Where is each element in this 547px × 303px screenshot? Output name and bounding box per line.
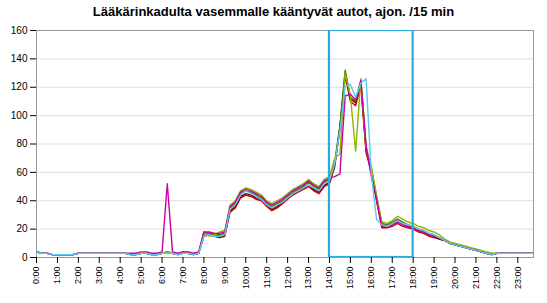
svg-text:12:00: 12:00 <box>282 267 292 290</box>
svg-text:17:00: 17:00 <box>387 267 397 290</box>
svg-text:140: 140 <box>11 53 28 64</box>
svg-text:18:00: 18:00 <box>408 267 418 290</box>
svg-text:19:00: 19:00 <box>429 267 439 290</box>
svg-text:22:00: 22:00 <box>492 267 502 290</box>
svg-text:7:00: 7:00 <box>178 267 188 285</box>
svg-text:23:00: 23:00 <box>513 267 523 290</box>
svg-text:14:00: 14:00 <box>324 267 334 290</box>
svg-text:2:00: 2:00 <box>73 267 83 285</box>
svg-text:16:00: 16:00 <box>366 267 376 290</box>
svg-text:0: 0 <box>22 252 28 263</box>
html-text:Lääkärinkadulta vasemmalle kää: Lääkärinkadulta vasemmalle kääntyvät aut… <box>92 4 455 19</box>
svg-text:4:00: 4:00 <box>115 267 125 285</box>
svg-text:10:00: 10:00 <box>241 267 251 290</box>
svg-text:9:00: 9:00 <box>220 267 230 285</box>
svg-text:80: 80 <box>16 138 28 149</box>
svg-text:40: 40 <box>16 195 28 206</box>
svg-text:5:00: 5:00 <box>136 267 146 285</box>
svg-text:6:00: 6:00 <box>157 267 167 285</box>
svg-text:20:00: 20:00 <box>450 267 460 290</box>
svg-text:3:00: 3:00 <box>94 267 104 285</box>
svg-text:8:00: 8:00 <box>199 267 209 285</box>
svg-text:20: 20 <box>16 223 28 234</box>
svg-text:13:00: 13:00 <box>303 267 313 290</box>
svg-text:15:00: 15:00 <box>345 267 355 290</box>
svg-text:160: 160 <box>11 25 28 36</box>
svg-text:21:00: 21:00 <box>471 267 481 290</box>
svg-text:100: 100 <box>11 110 28 121</box>
svg-text:11:00: 11:00 <box>262 267 272 289</box>
svg-text:60: 60 <box>16 167 28 178</box>
svg-text:120: 120 <box>11 81 28 92</box>
svg-text:1:00: 1:00 <box>52 267 62 285</box>
svg-text:0:00: 0:00 <box>31 267 41 285</box>
